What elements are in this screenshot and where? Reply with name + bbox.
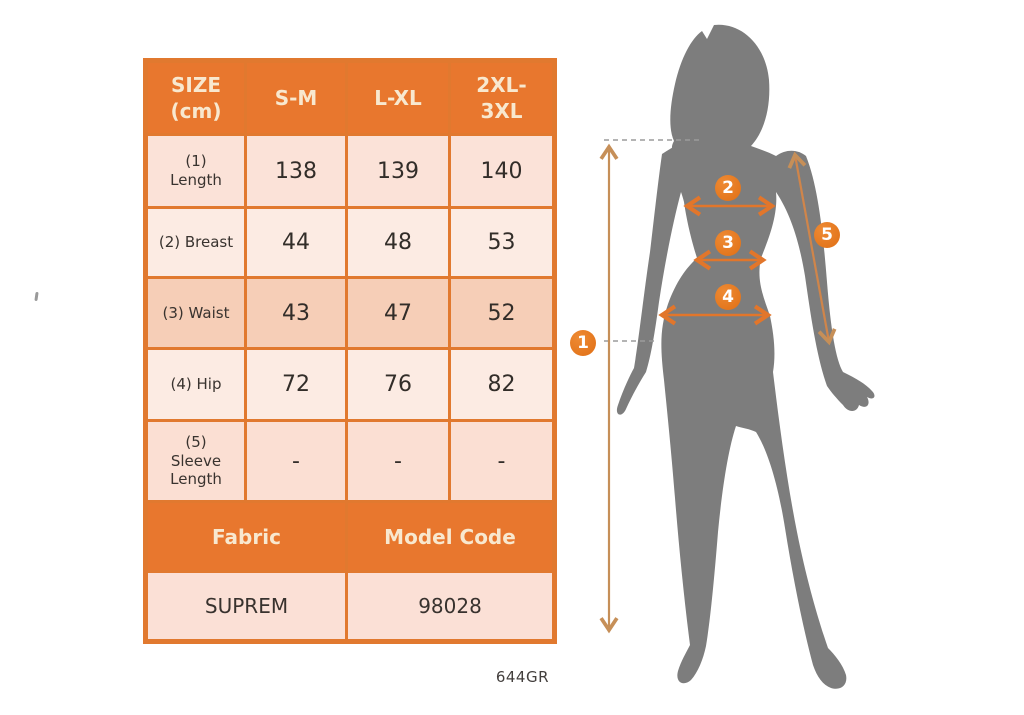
marker-4-hip: 4 xyxy=(715,284,741,310)
row-label-hip: (4) Hip xyxy=(144,347,247,422)
waist-l-xl: 47 xyxy=(345,276,451,350)
sleeve-s-m: - xyxy=(244,419,348,503)
length-2xl-3xl: 140 xyxy=(448,133,556,209)
marker-1-length: 1 xyxy=(570,330,596,356)
waist-s-m: 43 xyxy=(244,276,348,350)
length-s-m: 138 xyxy=(244,133,348,209)
model-code-header: Model Code xyxy=(345,500,556,573)
row-label-waist: (3) Waist xyxy=(144,276,247,350)
table-row-waist: (3) Waist 43 47 52 xyxy=(144,276,556,350)
table-row-sleeve-length: (5) Sleeve Length - - - xyxy=(144,419,556,503)
size-table: SIZE (cm) S-M L-XL 2XL- 3XL (1) Length 1… xyxy=(143,58,557,644)
table-row-hip: (4) Hip 72 76 82 xyxy=(144,347,556,422)
length-l-xl: 139 xyxy=(345,133,451,209)
column-header-2xl-3xl: 2XL- 3XL xyxy=(448,59,556,136)
table-row-footer-header: Fabric Model Code xyxy=(144,500,556,573)
row-label-breast: (2) Breast xyxy=(144,206,247,279)
table-row-length: (1) Length 138 139 140 xyxy=(144,133,556,209)
fabric-value: SUPREM xyxy=(144,570,348,643)
marker-2-breast: 2 xyxy=(715,175,741,201)
hip-s-m: 72 xyxy=(244,347,348,422)
hip-l-xl: 76 xyxy=(345,347,451,422)
fabric-header: Fabric xyxy=(144,500,348,573)
hip-2xl-3xl: 82 xyxy=(448,347,556,422)
waist-2xl-3xl: 52 xyxy=(448,276,556,350)
table-row-breast: (2) Breast 44 48 53 xyxy=(144,206,556,279)
sleeve-2xl-3xl: - xyxy=(448,419,556,503)
breast-s-m: 44 xyxy=(244,206,348,279)
artifact-mark xyxy=(34,291,39,302)
size-table-header-row: SIZE (cm) S-M L-XL 2XL- 3XL xyxy=(144,59,556,136)
column-header-s-m: S-M xyxy=(244,59,348,136)
woman-silhouette xyxy=(616,24,875,689)
sleeve-arrow xyxy=(787,151,837,346)
product-code-caption: 644GR xyxy=(495,668,549,686)
marker-3-waist: 3 xyxy=(715,230,741,256)
table-row-footer-values: SUPREM 98028 xyxy=(144,570,556,643)
row-label-length: (1) Length xyxy=(144,133,247,209)
column-header-size-cm: SIZE (cm) xyxy=(144,59,247,136)
model-code-value: 98028 xyxy=(345,570,556,643)
marker-5-sleeve: 5 xyxy=(814,222,840,248)
column-header-l-xl: L-XL xyxy=(345,59,451,136)
sleeve-l-xl: - xyxy=(345,419,451,503)
measurement-figure xyxy=(599,24,875,689)
breast-l-xl: 48 xyxy=(345,206,451,279)
breast-2xl-3xl: 53 xyxy=(448,206,556,279)
row-label-sleeve-length: (5) Sleeve Length xyxy=(144,419,247,503)
